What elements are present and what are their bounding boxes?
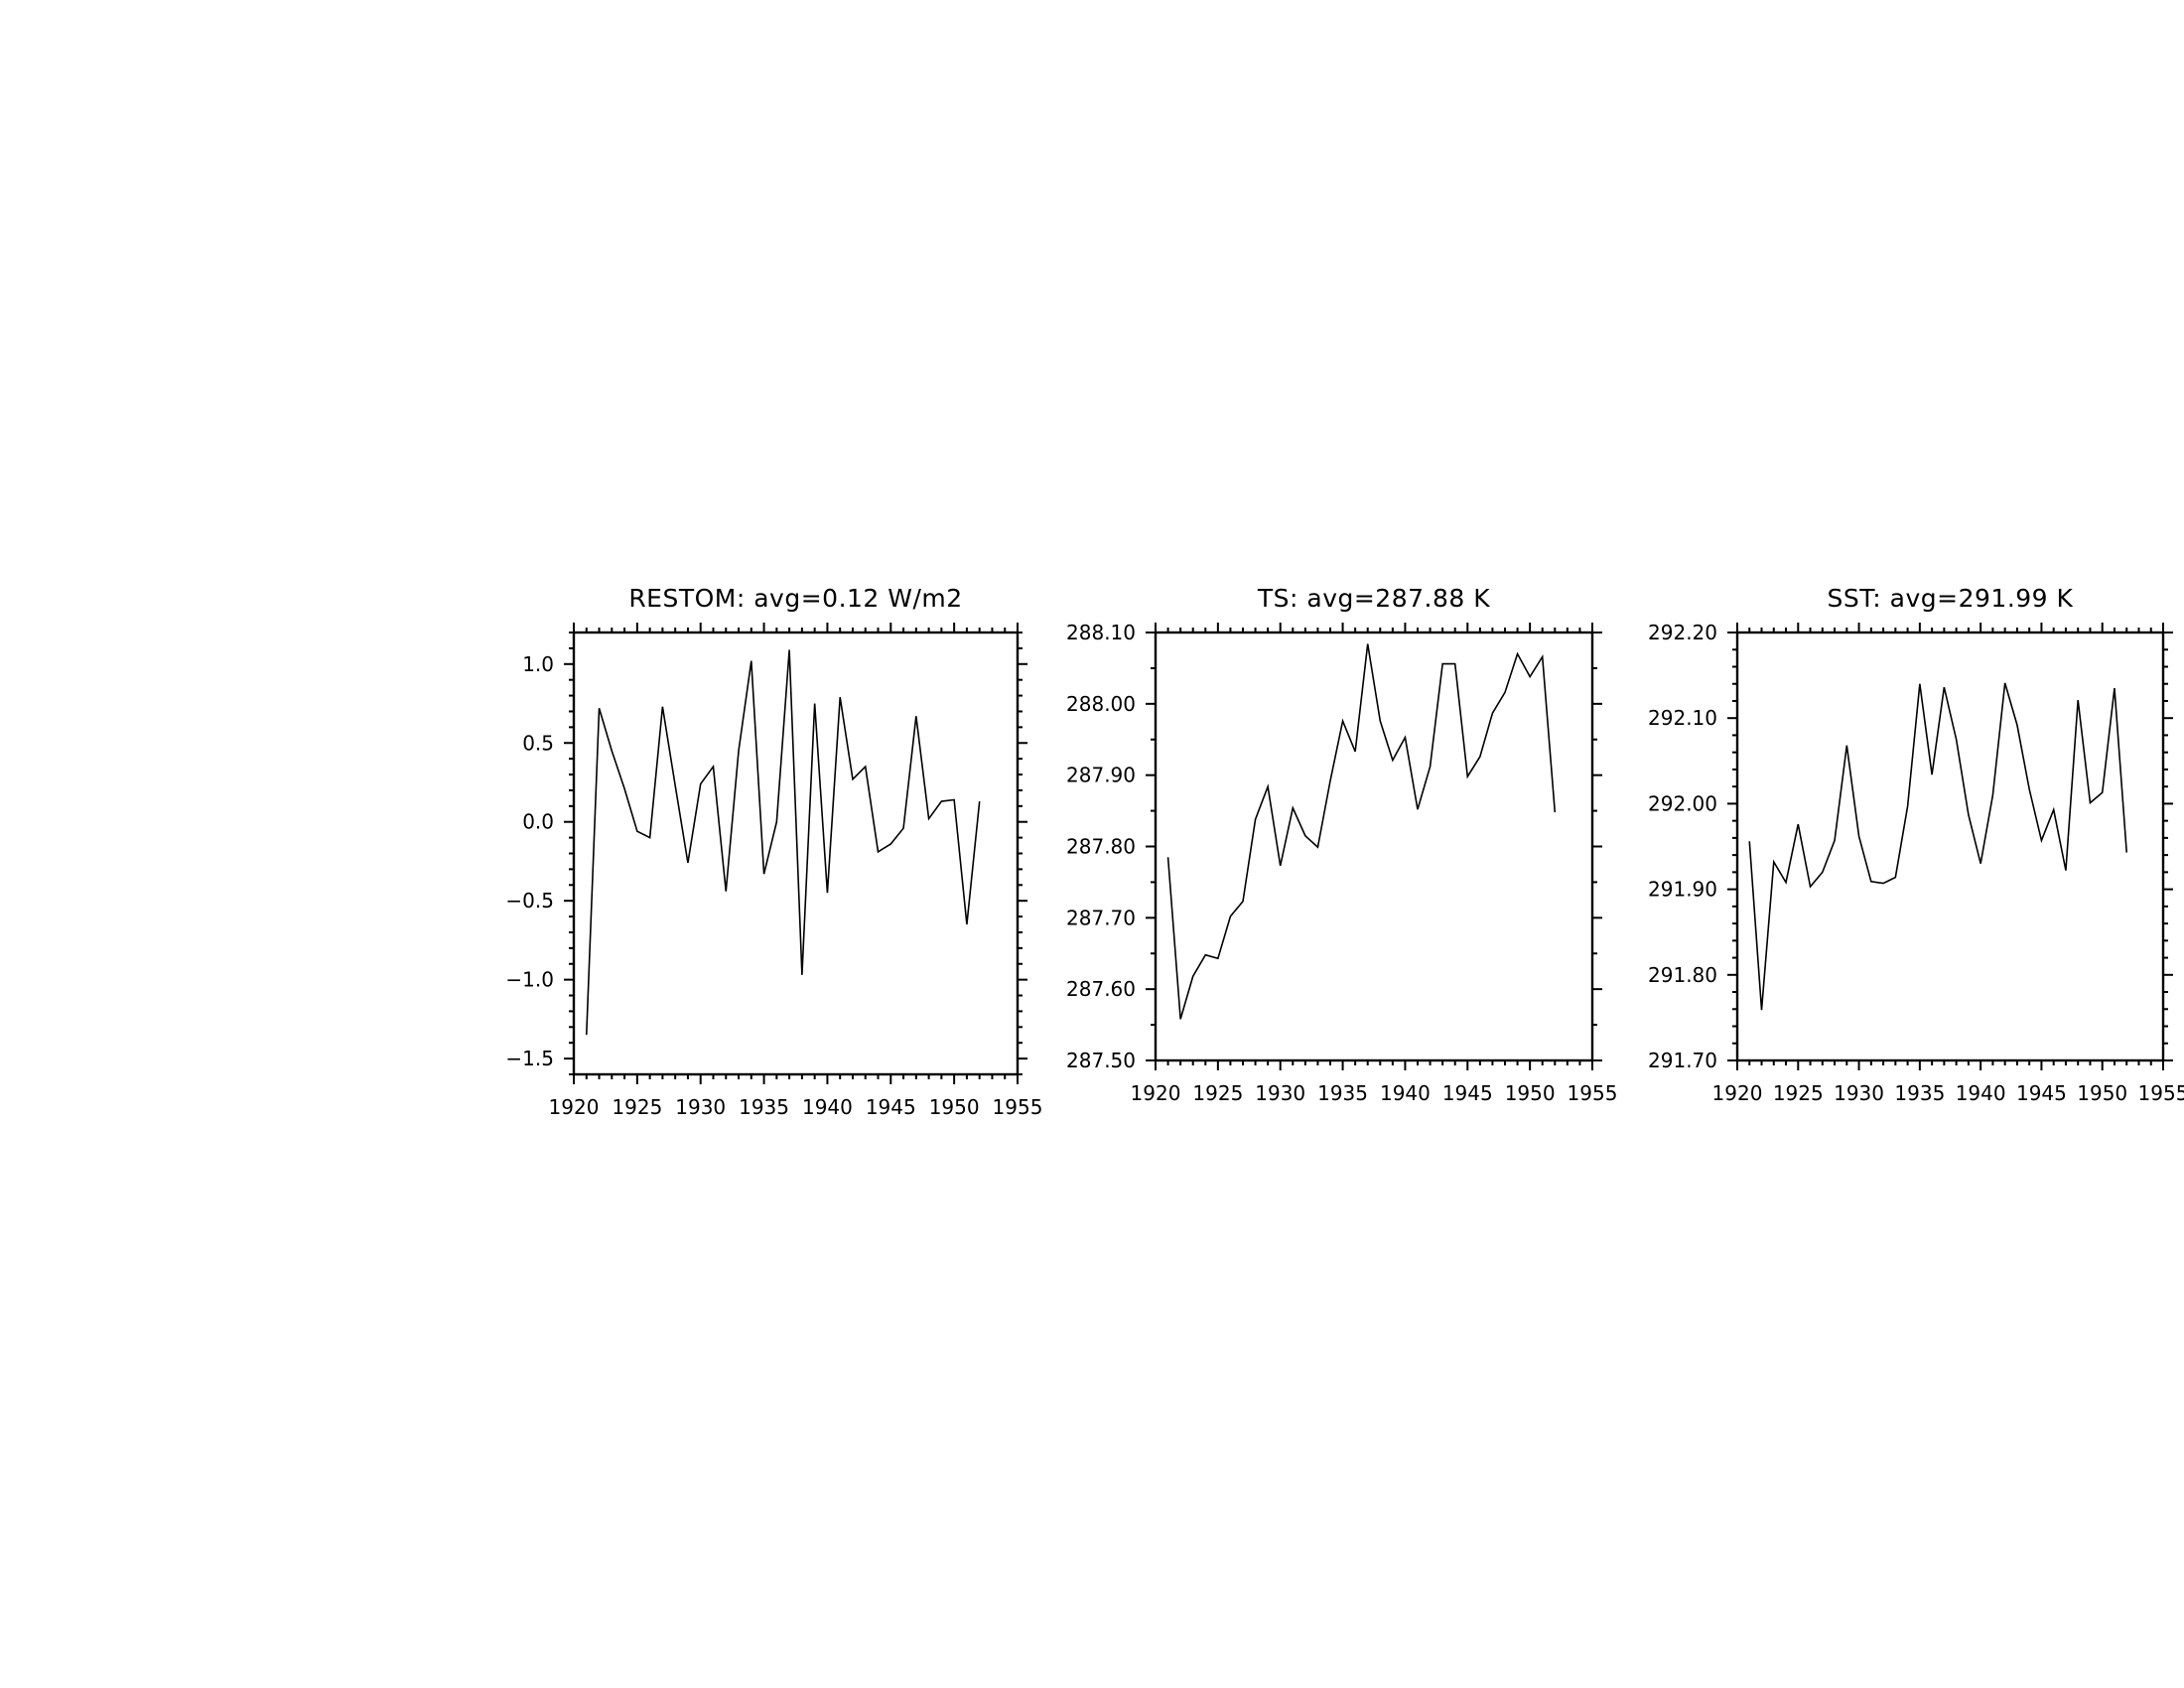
y-tick-label: 288.00 <box>1066 692 1136 716</box>
x-tick-label: 1955 <box>993 1095 1043 1119</box>
x-tick-label: 1950 <box>1505 1081 1556 1105</box>
x-tick-label: 1935 <box>1317 1081 1368 1105</box>
y-tick-label: 288.10 <box>1066 621 1136 644</box>
x-tick-label: 1925 <box>1773 1081 1824 1105</box>
series-line <box>587 649 980 1035</box>
x-tick-label: 1940 <box>1956 1081 2006 1105</box>
y-tick-label: 291.90 <box>1648 878 1717 902</box>
y-tick-label: 292.20 <box>1648 621 1717 644</box>
x-tick-label: 1945 <box>866 1095 916 1119</box>
x-tick-label: 1955 <box>2138 1081 2184 1105</box>
y-tick-label: 287.70 <box>1066 906 1136 929</box>
y-tick-label: 1.0 <box>522 652 554 676</box>
x-tick-label: 1940 <box>1380 1081 1431 1105</box>
x-tick-label: 1950 <box>929 1095 980 1119</box>
chart-title: RESTOM: avg=0.12 W/m2 <box>628 584 962 613</box>
y-tick-label: 291.70 <box>1648 1049 1717 1072</box>
plot-frame <box>574 633 1018 1074</box>
series-line <box>1168 643 1556 1019</box>
x-tick-label: 1945 <box>2016 1081 2067 1105</box>
chart-title: TS: avg=287.88 K <box>1257 584 1490 613</box>
y-tick-label: 287.50 <box>1066 1049 1136 1072</box>
x-tick-label: 1935 <box>1894 1081 1945 1105</box>
y-tick-label: −1.0 <box>505 968 554 992</box>
panel-restom: RESTOM: avg=0.12 W/m2 1920 1925 1930 1935 194… <box>505 584 1042 1119</box>
y-tick-label: 287.80 <box>1066 835 1136 859</box>
y-tick-label: −0.5 <box>505 889 554 913</box>
y-tick-label: 287.60 <box>1066 977 1136 1001</box>
x-tick-label: 1950 <box>2077 1081 2127 1105</box>
plot-frame <box>1737 633 2163 1060</box>
x-tick-label: 1935 <box>739 1095 789 1119</box>
panel-sst: SST: avg=291.99 K 1920 1925 1930 1935 1940 194… <box>1648 584 2184 1105</box>
x-tick-label: 1925 <box>612 1095 662 1119</box>
x-tick-label: 1920 <box>1712 1081 1763 1105</box>
x-tick-label: 1920 <box>549 1095 600 1119</box>
y-tick-label: −1.5 <box>505 1047 554 1070</box>
x-tick-label: 1930 <box>1255 1081 1305 1105</box>
panel-ts: TS: avg=287.88 K 1920 1925 1930 1935 1940 1945… <box>1066 584 1617 1105</box>
y-tick-label: 292.00 <box>1648 791 1717 815</box>
x-tick-label: 1925 <box>1192 1081 1243 1105</box>
plot-frame <box>1156 633 1592 1060</box>
y-tick-label: 287.90 <box>1066 764 1136 787</box>
y-tick-label: 291.80 <box>1648 963 1717 987</box>
x-tick-label: 1955 <box>1568 1081 1618 1105</box>
x-tick-label: 1945 <box>1442 1081 1493 1105</box>
x-tick-label: 1930 <box>675 1095 726 1119</box>
chart-title: SST: avg=291.99 K <box>1828 584 2074 613</box>
x-tick-label: 1930 <box>1834 1081 1884 1105</box>
x-tick-label: 1920 <box>1131 1081 1181 1105</box>
y-tick-label: 292.10 <box>1648 706 1717 730</box>
y-tick-label: 0.5 <box>522 731 554 755</box>
series-line <box>1749 683 2126 1010</box>
x-tick-label: 1940 <box>802 1095 853 1119</box>
y-tick-label: 0.0 <box>522 810 554 834</box>
